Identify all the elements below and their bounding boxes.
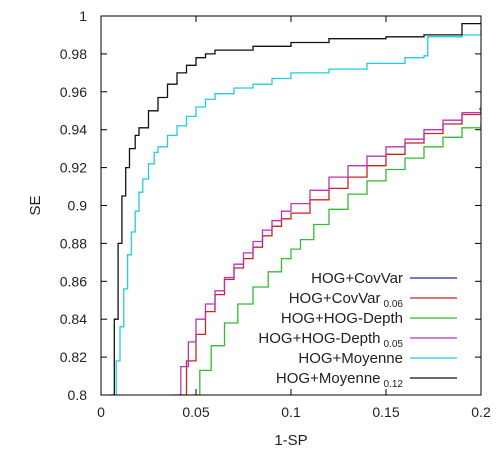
y-axis-label: SE (27, 195, 44, 215)
y-tick-label: 0.88 (60, 235, 87, 251)
series-line-2 (192, 122, 481, 395)
series-line-3 (173, 105, 481, 395)
legend-label-3: HOG+HOG-Depth 0.05 (258, 330, 403, 350)
y-tick-label: 0.98 (60, 46, 87, 62)
x-tick-label: 0.1 (281, 404, 301, 420)
x-tick-label: 0.15 (372, 404, 399, 420)
y-tick-label: 0.92 (60, 160, 87, 176)
ticks-layer: 0 0.05 0.1 0.15 0.2 0.8 0.82 0.84 0.86 0.88 0.9 0.9… (60, 8, 491, 420)
y-tick-label: 0.8 (68, 387, 88, 403)
series-line-4 (112, 29, 481, 395)
y-tick-label: 0.94 (60, 122, 87, 138)
legend-label-1: HOG+CovVar 0.06 (289, 290, 404, 310)
y-tick-label: 0.9 (68, 198, 88, 214)
legend-label-5: HOG+Moyenne 0.12 (276, 370, 404, 390)
y-tick-label: 0.82 (60, 349, 87, 365)
x-tick-label: 0.05 (182, 404, 209, 420)
x-tick-label: 0.2 (471, 404, 491, 420)
legend-label-2: HOG+HOG-Depth (281, 310, 403, 327)
y-tick-label: 0.86 (60, 273, 87, 289)
legend-label-0: HOG+CovVar (311, 270, 403, 287)
x-tick-label: 0 (97, 404, 105, 420)
x-axis-label: 1-SP (274, 432, 307, 449)
y-tick-label: 1 (79, 8, 87, 24)
y-tick-label: 0.84 (60, 311, 87, 327)
series-line-5 (110, 21, 481, 395)
series-layer (110, 21, 481, 395)
y-tick-label: 0.96 (60, 84, 87, 100)
legend-label-4: HOG+Moyenne (298, 350, 403, 367)
